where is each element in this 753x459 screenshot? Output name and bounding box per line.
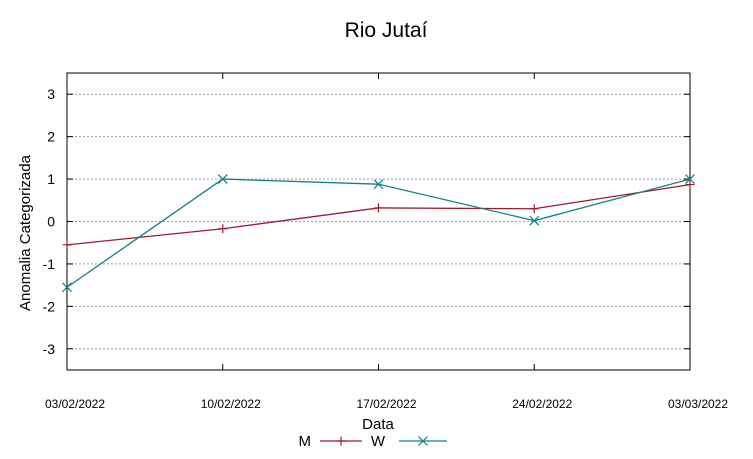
point-M xyxy=(529,204,539,214)
x-tick-label: 03/03/2022 xyxy=(668,397,728,411)
point-M xyxy=(374,203,383,213)
y-axis-ticks: 3 2 1 0 -1 -2 -3 xyxy=(43,86,690,357)
series-W xyxy=(62,174,695,293)
legend-marker-M xyxy=(336,436,346,446)
y-tick-label: -3 xyxy=(43,341,56,357)
series-line-M xyxy=(66,183,691,246)
point-M xyxy=(62,240,72,250)
point-W xyxy=(685,174,695,184)
point-W xyxy=(217,174,228,184)
grid-lines xyxy=(67,93,690,350)
legend-label-M: M xyxy=(299,433,312,450)
series-line-W xyxy=(66,178,691,288)
x-tick-label: 10/02/2022 xyxy=(201,397,261,411)
x-tick-label: 03/02/2022 xyxy=(45,397,105,411)
y-tick-label: 0 xyxy=(47,214,55,230)
series-M xyxy=(62,180,695,250)
chart-title: Rio Jutaí xyxy=(345,19,428,42)
point-M xyxy=(218,224,228,234)
x-axis-label: Data xyxy=(362,416,394,433)
point-W xyxy=(373,179,384,190)
y-tick-label: 1 xyxy=(47,171,55,187)
point-W xyxy=(62,282,72,293)
x-axis-ticks: 03/02/2022 10/02/2022 17/02/2022 24/02/2022… xyxy=(45,73,728,411)
legend-marker-W xyxy=(418,436,428,446)
x-tick-label: 24/02/2022 xyxy=(512,397,572,411)
y-axis-label: Anomalia Categorizada xyxy=(17,154,34,311)
point-W xyxy=(529,215,540,226)
y-tick-label: -1 xyxy=(43,256,56,272)
legend-label-W: W xyxy=(371,433,386,450)
series-layer xyxy=(62,174,695,293)
y-tick-label: 2 xyxy=(47,129,55,145)
x-tick-label: 17/02/2022 xyxy=(356,397,416,411)
y-tick-label: 3 xyxy=(47,86,55,102)
point-M xyxy=(685,180,695,190)
y-tick-label: -2 xyxy=(43,298,56,314)
